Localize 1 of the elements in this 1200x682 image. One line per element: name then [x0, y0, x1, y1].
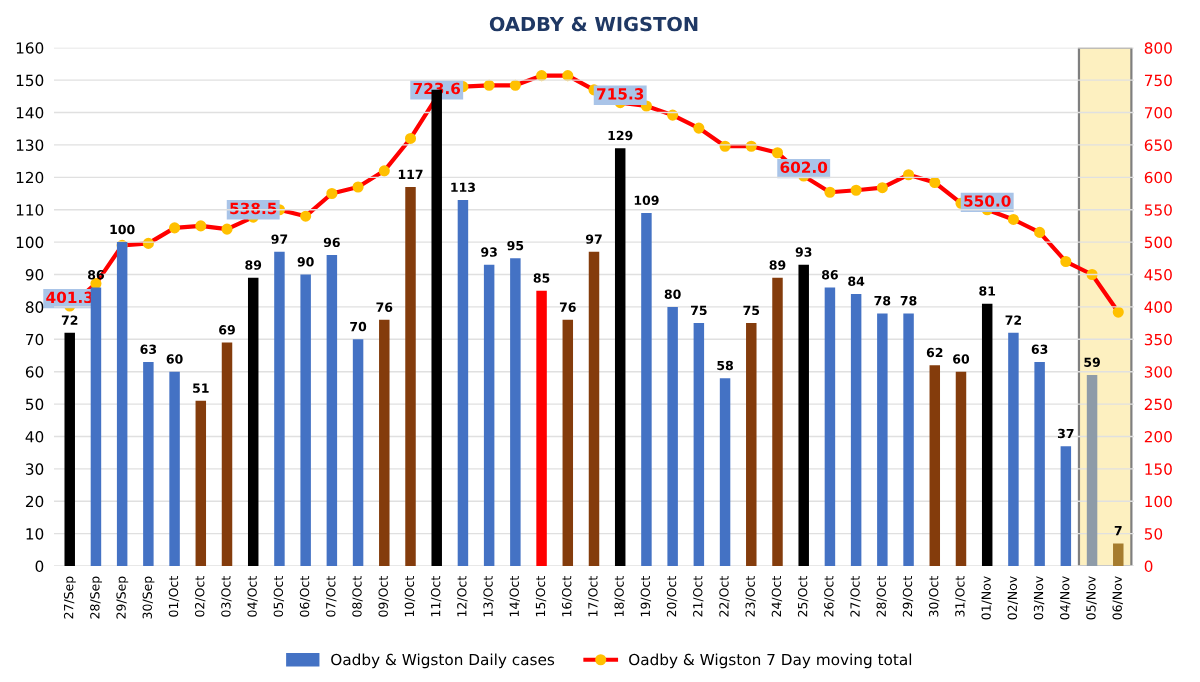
chart-title: OADBY & WIGSTON	[489, 16, 698, 32]
